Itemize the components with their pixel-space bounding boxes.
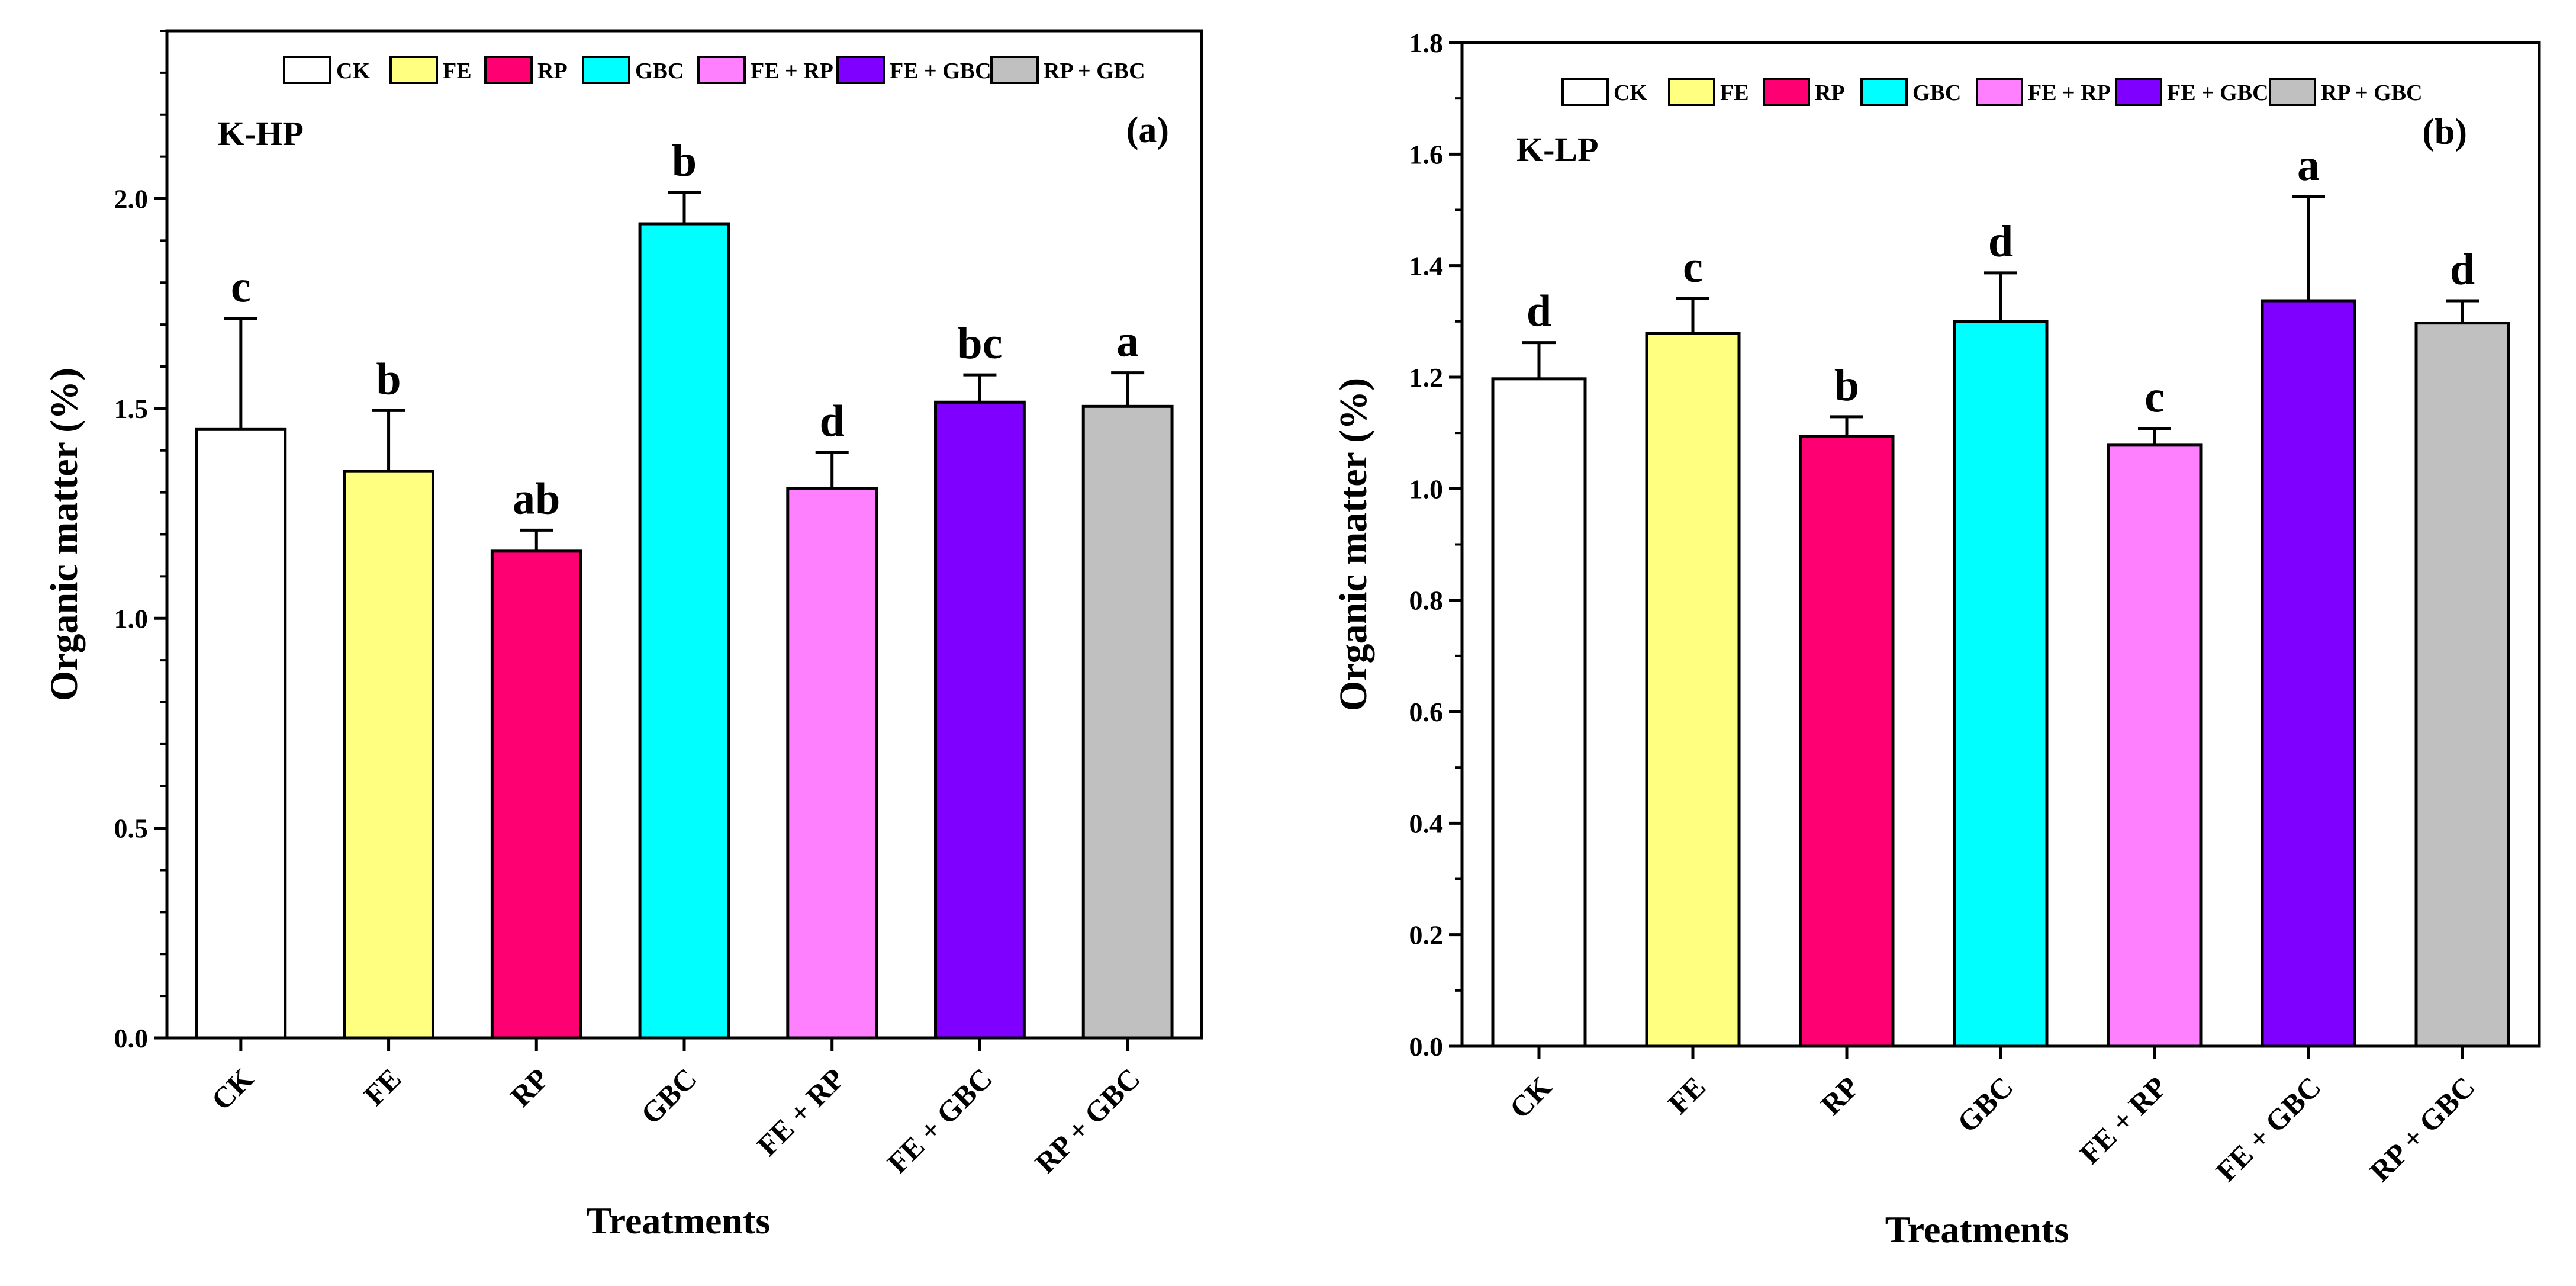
legend-label-0: CK	[1614, 81, 1647, 105]
bar-4	[786, 487, 878, 1040]
x-tick-label: FE + GBC	[881, 1062, 999, 1179]
x-tick-label: CK	[205, 1062, 260, 1117]
y-tick-label: 1.2	[1409, 362, 1444, 393]
legend-label-2: RP	[537, 59, 568, 83]
x-tick-label: FE + GBC	[2210, 1070, 2327, 1188]
x-tick-label: FE	[358, 1062, 408, 1112]
panel-a-chart: 0.0 0.5 1.0 1.5 2.0 c CK b FE ab RP b GBC d FE + RP bc F…	[43, 29, 1203, 1242]
significance-letter: b	[1834, 361, 1859, 410]
significance-letter: a	[1116, 317, 1139, 366]
x-axis-title: Treatments	[587, 1200, 770, 1242]
panel-label: (a)	[1126, 110, 1169, 150]
legend-label-0: CK	[336, 59, 370, 83]
y-tick-label: 0.5	[114, 814, 149, 844]
significance-letter: c	[1683, 242, 1703, 292]
panel-b-chart: 0.0 0.2 0.4 0.6 0.8 1.0 1.2 1.4 1.6 1.8 d CK c FE b RP d…	[1332, 28, 2541, 1250]
legend-swatch-0	[283, 56, 331, 84]
significance-letter: d	[2450, 245, 2475, 294]
bar-2	[490, 549, 582, 1040]
bar-6	[2414, 322, 2510, 1048]
x-tick-label: RP	[504, 1062, 555, 1113]
legend-swatch-6	[990, 56, 1039, 84]
legend-label-4: FE + RP	[751, 59, 833, 83]
significance-letter: b	[376, 354, 401, 404]
legend-label-3: GBC	[1912, 81, 1961, 105]
x-tick-label: FE + RP	[751, 1062, 851, 1162]
bar-5	[2261, 299, 2356, 1048]
x-tick-label: FE	[1661, 1070, 1712, 1120]
legend-label-1: FE	[443, 59, 472, 83]
x-tick-label: CK	[1503, 1070, 1558, 1125]
legend-label-4: FE + RP	[2028, 81, 2111, 105]
significance-letter: a	[2297, 140, 2320, 190]
legend-label-5: FE + GBC	[2167, 81, 2269, 105]
legend-swatch-5	[2115, 78, 2162, 106]
bar-6	[1081, 404, 1174, 1040]
y-axis-title: Organic matter (%)	[1332, 378, 1375, 711]
significance-letter: d	[820, 396, 845, 446]
y-tick-label: 1.4	[1409, 251, 1444, 281]
x-tick-label: GBC	[1951, 1070, 2020, 1139]
y-tick-label: 0.6	[1409, 697, 1444, 727]
x-tick-label: FE + RP	[2073, 1070, 2174, 1171]
legend-label-1: FE	[1720, 81, 1749, 105]
soil-label: K-LP	[1516, 130, 1599, 169]
legend-label-6: RP + GBC	[1044, 59, 1145, 83]
x-tick-label: RP	[1814, 1070, 1866, 1121]
y-tick-label: 0.0	[1409, 1031, 1444, 1062]
bar-0	[1491, 377, 1587, 1048]
bar-1	[343, 470, 434, 1040]
significance-letter: ab	[513, 474, 560, 523]
legend-swatch-2	[1763, 78, 1810, 106]
y-tick-label: 1.0	[1409, 474, 1444, 504]
y-tick-label: 0.2	[1409, 920, 1444, 950]
significance-letter: c	[2144, 372, 2165, 422]
y-tick-label: 1.8	[1409, 28, 1444, 58]
legend-swatch-4	[1976, 78, 2023, 106]
legend-swatch-5	[836, 56, 885, 84]
x-tick-label: RP + GBC	[1029, 1062, 1147, 1179]
legend-swatch-3	[582, 56, 630, 84]
y-tick-label: 1.5	[114, 394, 149, 424]
significance-letter: b	[672, 136, 697, 186]
legend-swatch-4	[697, 56, 746, 84]
bar-4	[2107, 443, 2203, 1048]
bar-1	[1645, 332, 1741, 1048]
legend-swatch-6	[2269, 78, 2316, 106]
legend-swatch-1	[1668, 78, 1715, 106]
legend-label-2: RP	[1815, 81, 1845, 105]
bar-2	[1799, 435, 1895, 1048]
legend-swatch-2	[484, 56, 533, 84]
legend-swatch-0	[1561, 78, 1609, 106]
bar-5	[934, 400, 1026, 1040]
legend-label-6: RP + GBC	[2321, 81, 2423, 105]
y-tick-label: 2.0	[114, 184, 149, 214]
y-tick-label: 0.0	[114, 1023, 149, 1053]
panel-label: (b)	[2422, 112, 2467, 152]
soil-label: K-HP	[218, 114, 304, 153]
y-tick-label: 1.0	[114, 603, 149, 634]
y-tick-label: 0.4	[1409, 808, 1444, 838]
significance-letter: bc	[957, 319, 1002, 368]
legend-swatch-1	[389, 56, 438, 84]
legend-label-3: GBC	[635, 59, 684, 83]
significance-letter: d	[1527, 287, 1551, 336]
y-tick-label: 1.6	[1409, 139, 1444, 169]
y-axis-title: Organic matter (%)	[43, 368, 86, 701]
legend-swatch-3	[1860, 78, 1908, 106]
bar-0	[195, 427, 287, 1040]
bar-3	[1953, 320, 2049, 1048]
y-tick-label: 0.8	[1409, 586, 1444, 616]
legend-label-5: FE + GBC	[890, 59, 991, 83]
x-tick-label: RP + GBC	[2364, 1070, 2481, 1188]
x-tick-label: GBC	[635, 1062, 703, 1130]
significance-letter: d	[1988, 217, 2013, 266]
x-axis-title: Treatments	[1885, 1208, 2069, 1250]
significance-letter: c	[231, 262, 251, 311]
bar-3	[638, 222, 730, 1040]
